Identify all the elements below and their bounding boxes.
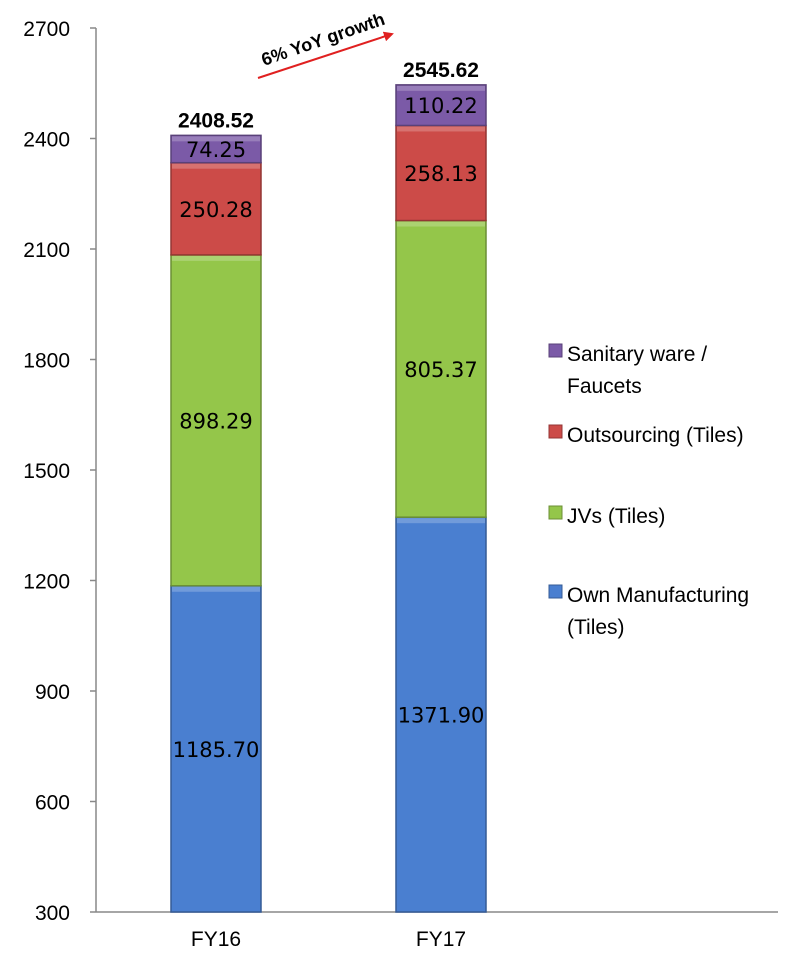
legend-label: Faucets [567,375,642,398]
legend-label: Sanitary ware / [567,343,707,366]
data-label: 1185.70 [173,738,260,762]
legend-label: Own Manufacturing [567,584,749,607]
data-label: 258.13 [404,162,477,186]
bar-segment [395,84,487,127]
data-label: 110.22 [404,94,477,118]
growth-annotation: 6% YoY growth [257,9,394,79]
bar-segment [395,219,487,518]
data-label: 898.29 [179,409,252,433]
bar-highlight [397,221,485,227]
bar-segment [170,134,262,164]
bar-segment [170,161,262,256]
data-label: 1371.90 [398,704,485,728]
legend-item: Own Manufacturing (Tiles) [548,584,749,639]
data-label: 805.37 [404,358,477,382]
y-tick-label: 300 [35,902,70,925]
x-tick-label: FY16 [191,928,241,951]
legend-swatch [548,505,563,520]
y-tick-label: 2400 [23,129,70,152]
growth-annotation-text: 6% YoY growth [259,9,388,70]
growth-arrow [257,31,394,79]
y-tick-label: 2100 [23,239,70,262]
total-label: 2545.62 [403,59,479,82]
y-tick-label: 1200 [23,571,70,594]
legend-swatch [548,424,563,439]
y-tick-label: 2700 [23,18,70,41]
bar-highlight [172,586,260,592]
bar-segment [395,516,487,913]
data-label: 250.28 [179,198,252,222]
legend-label: Outsourcing (Tiles) [567,424,744,447]
legend-swatch [548,343,563,358]
x-tick-label: FY17 [416,928,466,951]
x-ticks: FY16 FY17 [191,928,466,951]
data-label: 74.25 [186,138,246,162]
y-tick-label: 900 [35,681,70,704]
bar-highlight [397,518,485,524]
bar-segment [395,124,487,222]
legend-label: (Tiles) [567,616,625,639]
legend-swatch [548,584,563,599]
y-ticks: 300 600 900 1200 1500 1800 2100 2400 2700 [23,18,96,925]
legend-item: JVs (Tiles) [548,505,665,528]
bar-segment [170,254,262,587]
bars: 1185.70 898.29 250.28 74.25 2408.52 1371.90 80… [170,59,487,913]
legend-item: Sanitary ware / Faucets [548,343,707,398]
bar-highlight [172,163,260,169]
legend-item: Outsourcing (Tiles) [548,424,744,447]
total-label: 2408.52 [178,109,254,132]
bar-highlight [172,255,260,261]
bar-highlight [397,85,485,91]
y-tick-label: 1500 [23,460,70,483]
legend-label: JVs (Tiles) [567,505,665,528]
y-tick-label: 1800 [23,350,70,373]
bar-highlight [172,136,260,142]
y-tick-label: 600 [35,792,70,815]
legend: Sanitary ware / Faucets Outsourcing (Tiles… [548,343,749,639]
bar-highlight [397,126,485,132]
bar-segment [170,585,262,913]
